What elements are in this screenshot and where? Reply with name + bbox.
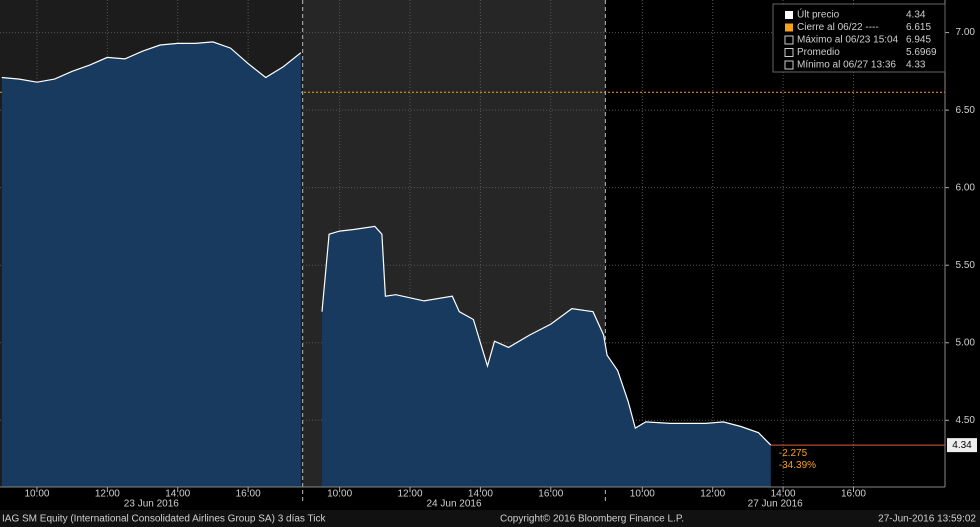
legend-label: Últ precio: [797, 8, 840, 21]
footer-center: Copyright© 2016 Bloomberg Finance L.P.: [500, 514, 684, 525]
legend-swatch: [785, 11, 793, 19]
legend-value: 4.34: [906, 10, 926, 21]
y-tick-label: 4.50: [956, 415, 976, 426]
footer-left: IAG SM Equity (International Consolidate…: [2, 514, 326, 525]
legend-label: Cierre al 06/22 ----: [797, 22, 879, 33]
x-tick-label: 12:00: [700, 489, 725, 500]
x-tick-label: 16:00: [538, 489, 563, 500]
y-tick-label: 5.50: [956, 260, 976, 271]
legend-value: 5.6969: [906, 47, 937, 58]
area: [1, 41, 301, 488]
plot: -2.275-34.39%: [0, 41, 945, 488]
x-tick-label: 10:00: [24, 489, 49, 500]
legend-swatch: [784, 48, 794, 57]
line: [321, 225, 772, 446]
y-tick-label: 6.00: [956, 182, 976, 193]
y-tick-label: 6.50: [956, 105, 976, 116]
legend-swatch: [784, 35, 794, 45]
axes: 23 Jun 2016 24 Jun 2016 27 Jun 2016 4.50 5.0…: [0, 0, 977, 510]
legend-label: Mínimo al 06/27 13:36: [797, 60, 896, 71]
session-background: [605, 0, 945, 487]
legend-value: 4.33: [906, 60, 926, 71]
legend-box: [772, 3, 946, 73]
legend-value: 6.945: [906, 35, 931, 46]
x-tick-label: 10:00: [327, 489, 352, 500]
last-price-box: [947, 438, 977, 453]
legend-label: Máximo al 06/23 15:04: [797, 35, 899, 46]
legend-value: 6.615: [906, 22, 931, 33]
footer-bar: [0, 510, 980, 527]
y-tick-label: 5.00: [956, 337, 976, 348]
legend: Últ precio 4.34 Cierre al 06/22 ---- 6.615 M…: [772, 3, 946, 73]
session-label: 27 Jun 2016: [748, 499, 803, 510]
session-label: 24 Jun 2016: [426, 499, 481, 510]
legend-swatch: [785, 23, 793, 32]
line: [1, 41, 302, 83]
footer-right: 27-Jun-2016 13:59:02: [878, 514, 976, 525]
x-tick-label: 10:00: [630, 489, 655, 500]
last-price-label: 4.34: [952, 440, 972, 451]
x-tick-label: 14:00: [165, 489, 190, 500]
x-tick-label: 14:00: [468, 489, 493, 500]
x-tick-label: 16:00: [236, 489, 261, 500]
x-tick-label: 12:00: [95, 489, 120, 500]
legend-swatch: [784, 60, 794, 70]
x-tick-label: 12:00: [398, 489, 423, 500]
x-tick-label: 16:00: [841, 489, 866, 500]
session-label: 23 Jun 2016: [124, 499, 179, 510]
area: [322, 226, 771, 487]
annotation: -34.39%: [779, 460, 816, 471]
annotation: -2.275: [779, 448, 808, 459]
x-tick-label: 14:00: [771, 489, 796, 500]
legend-label: Promedio: [797, 47, 840, 58]
y-tick-label: 7.00: [956, 27, 976, 38]
